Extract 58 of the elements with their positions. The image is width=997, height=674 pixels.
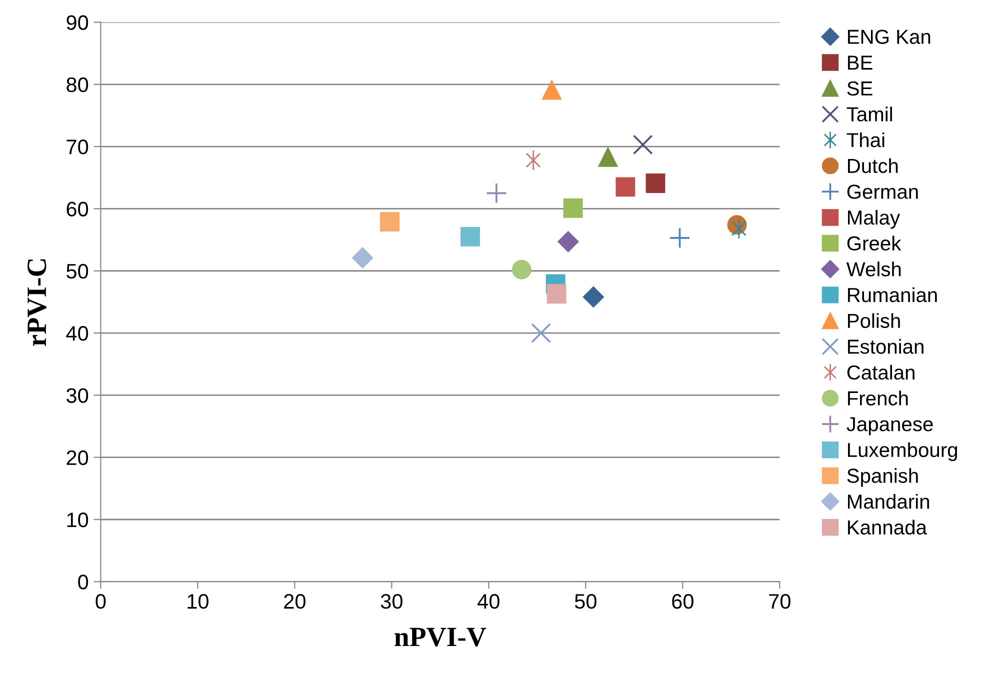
legend-label: Thai: [846, 132, 884, 148]
y-tick-label: 10: [67, 512, 88, 528]
point: [646, 174, 666, 193]
x-tick-label: 30: [380, 594, 402, 609]
x-tick-label: 60: [672, 594, 694, 609]
legend-label: Greek: [847, 236, 902, 251]
y-tick-label: 90: [66, 15, 88, 30]
point: [616, 177, 636, 197]
legend-label: Spanish: [847, 468, 918, 487]
x-tick-label: 10: [188, 594, 208, 609]
legend-label: Polish: [848, 313, 900, 328]
point: [526, 150, 541, 171]
point: [669, 227, 690, 249]
y-tick-label: 30: [66, 388, 88, 403]
point: [632, 134, 653, 155]
legend-label: BE: [848, 56, 872, 70]
legend-label: Luxembourg: [848, 442, 957, 462]
y-tick-label: 70: [66, 140, 88, 154]
y-tick-label: 40: [66, 326, 88, 341]
point: [546, 284, 566, 304]
point: [598, 147, 618, 167]
point: [558, 231, 579, 252]
point: [582, 286, 604, 308]
legend-label: Mandarin: [848, 494, 929, 509]
x-tick-label: 40: [478, 594, 500, 609]
x-tick-label: 0: [96, 594, 106, 609]
point: [563, 198, 583, 218]
legend-label: Japanese: [846, 417, 933, 436]
y-axis-title: rPVI-C: [28, 259, 46, 346]
point: [486, 182, 508, 204]
legend-label: Welsh: [846, 262, 901, 276]
legend-label: French: [848, 390, 908, 406]
point: [380, 212, 400, 232]
x-tick-label: 70: [769, 594, 790, 609]
legend-label: German: [847, 184, 918, 199]
legend-label: Dutch: [848, 158, 898, 174]
point: [731, 218, 746, 240]
point: [352, 247, 374, 268]
legend-label: Tamil: [846, 106, 892, 122]
y-tick-label: 0: [78, 574, 88, 590]
legend-label: Kannada: [848, 520, 927, 535]
x-tick-label: 20: [284, 594, 306, 609]
point: [542, 80, 562, 100]
legend-label: ENG Kan: [848, 30, 930, 44]
point: [460, 226, 480, 246]
point: [512, 260, 532, 280]
legend-label: Estonian: [848, 339, 924, 354]
point: [531, 323, 551, 343]
legend-label: Malay: [848, 210, 900, 229]
y-tick-label: 80: [66, 77, 88, 92]
y-tick-label: 60: [66, 202, 88, 216]
y-tick-label: 50: [66, 264, 88, 279]
y-tick-label: 20: [66, 450, 88, 466]
legend-label: SE: [847, 81, 872, 96]
x-axis-title: nPVI-V: [394, 628, 486, 646]
legend-label: Catalan: [847, 364, 914, 380]
legend-label: Rumanian: [848, 287, 937, 302]
x-tick-label: 50: [574, 594, 596, 609]
